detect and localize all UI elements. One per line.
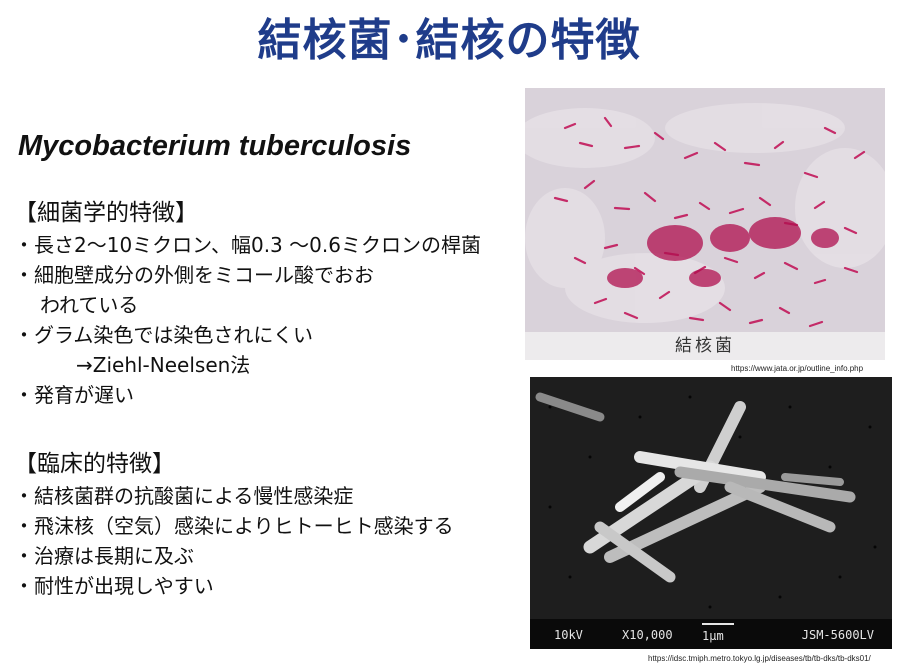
sem-micrograph-image: 10kV X10,000 1μm JSM-5600LV	[530, 377, 892, 649]
list-item: ・結核菌群の抗酸菌による慢性感染症	[14, 484, 354, 508]
list-item: ・細胞壁成分の外側をミコール酸でおお	[14, 263, 374, 287]
page-title: 結核菌･結核の特徴	[257, 15, 641, 66]
sem-voltage: 10kV	[554, 628, 583, 642]
image-label-bar	[525, 332, 885, 360]
list-item: ・グラム染色では染色されにくい	[14, 323, 313, 347]
list-item: ・発育が遅い	[14, 383, 134, 407]
sem-magnification: X10,000	[622, 628, 673, 642]
list-item-continuation: われている	[40, 293, 139, 317]
sem-info-bar: 10kV X10,000 1μm JSM-5600LV	[530, 619, 892, 649]
bacteriology-section: 【細菌学的特徴】 ・長さ2〜10ミクロン、幅0.3 〜0.6ミクロンの桿菌 ・細…	[14, 196, 534, 410]
image2-credit: https://idsc.tmiph.metro.tokyo.lg.jp/dis…	[648, 654, 871, 663]
species-name: Mycobacterium tuberculosis	[18, 130, 412, 162]
sem-graphic	[530, 377, 892, 619]
list-item: ・治療は長期に及ぶ	[14, 544, 194, 568]
micrograph-graphic	[525, 88, 885, 360]
clinical-section: 【臨床的特徴】 ・結核菌群の抗酸菌による慢性感染症 ・飛沫核（空気）感染によりヒ…	[14, 447, 534, 601]
sem-scale-label: 1μm	[702, 629, 724, 643]
list-subitem: →Ziehl-Neelsen法	[76, 353, 251, 377]
bacteriology-heading: 【細菌学的特徴】	[14, 200, 198, 226]
image1-credit: https://www.jata.or.jp/outline_info.php	[731, 364, 864, 373]
sem-model: JSM-5600LV	[801, 628, 874, 642]
clinical-heading: 【臨床的特徴】	[14, 451, 175, 477]
list-item: ・耐性が出現しやすい	[14, 574, 214, 598]
list-item: ・長さ2〜10ミクロン、幅0.3 〜0.6ミクロンの桿菌	[14, 233, 481, 257]
list-item: ・飛沫核（空気）感染によりヒトーヒト感染する	[14, 514, 454, 538]
scale-bar	[702, 623, 734, 625]
image-label: 結核菌	[675, 336, 735, 356]
stained-micrograph-image: 結核菌	[525, 88, 885, 360]
